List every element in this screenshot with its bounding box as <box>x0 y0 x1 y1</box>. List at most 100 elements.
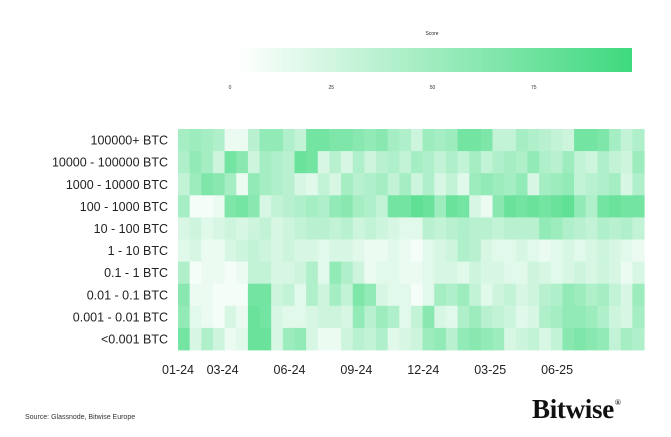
heatmap-cell <box>224 261 237 285</box>
heatmap-cell <box>224 283 237 307</box>
legend-tick-label: 0 <box>229 85 232 91</box>
heatmap-cell <box>574 305 587 329</box>
heatmap-cell <box>457 151 470 174</box>
heatmap-cell <box>224 195 237 218</box>
heatmap-cell <box>178 151 191 174</box>
heatmap-cell <box>212 305 226 329</box>
heatmap-cell <box>317 327 331 351</box>
heatmap-cell <box>620 129 633 152</box>
heatmap-cell <box>271 327 284 351</box>
heatmap-cell <box>632 261 645 285</box>
heatmap-cell <box>515 261 529 285</box>
heatmap-cell <box>597 327 610 351</box>
heatmap-cell <box>341 239 354 262</box>
heatmap-cell <box>294 195 307 218</box>
heatmap-cell <box>480 195 494 218</box>
heatmap-cell <box>609 305 622 329</box>
heatmap-cell <box>469 261 482 285</box>
heatmap-cell <box>201 217 214 240</box>
heatmap-cell <box>236 151 249 174</box>
heatmap-cell <box>329 173 342 196</box>
heatmap-cell <box>247 261 261 285</box>
heatmap-cell <box>574 195 587 218</box>
heatmap-cell <box>620 283 633 307</box>
logo-registered-mark: ® <box>614 398 621 407</box>
heatmap-cell <box>399 305 412 329</box>
row-label: 0.1 - 1 BTC <box>104 266 168 280</box>
heatmap-cell <box>387 173 400 196</box>
heatmap-cell <box>574 261 587 285</box>
heatmap-cell <box>306 327 319 351</box>
heatmap-cell <box>620 327 633 351</box>
heatmap-cell <box>341 195 354 218</box>
heatmap-cell <box>457 261 470 285</box>
heatmap-cell <box>306 173 319 196</box>
heatmap-cell <box>352 261 365 285</box>
heatmap-cell <box>201 327 214 351</box>
heatmap-cell <box>632 195 645 218</box>
heatmap-cell <box>434 283 447 307</box>
heatmap-cell <box>178 283 191 307</box>
heatmap-cell <box>317 151 331 174</box>
heatmap-cell <box>550 261 564 285</box>
heatmap-cell <box>620 261 633 285</box>
heatmap-cell <box>609 239 622 262</box>
heatmap-cell <box>411 195 424 218</box>
heatmap-cell <box>504 195 517 218</box>
heatmap-cell <box>306 239 319 262</box>
x-tick-label: 03-24 <box>207 363 239 377</box>
heatmap-cell <box>434 151 447 174</box>
heatmap-cell <box>364 305 377 329</box>
heatmap-cell <box>539 261 552 285</box>
heatmap-cell <box>387 261 400 285</box>
heatmap-cell <box>341 173 354 196</box>
heatmap-cell <box>352 217 365 240</box>
x-tick-label: 06-24 <box>274 363 306 377</box>
heatmap-cell <box>492 283 505 307</box>
heatmap-cell <box>189 129 202 152</box>
heatmap-cell <box>469 151 482 174</box>
heatmap-cell <box>574 173 587 196</box>
heatmap-cell <box>294 151 307 174</box>
heatmap-cell <box>376 151 389 174</box>
heatmap-cell <box>271 217 284 240</box>
heatmap-cell <box>515 173 529 196</box>
heatmap-cell <box>306 305 319 329</box>
heatmap-cell <box>247 151 261 174</box>
heatmap-cell <box>282 195 296 218</box>
heatmap-cell <box>562 173 575 196</box>
heatmap-cell <box>201 129 214 152</box>
heatmap-cell <box>282 217 296 240</box>
heatmap-cell <box>434 195 447 218</box>
heatmap-cell <box>445 217 459 240</box>
heatmap-cell <box>201 305 214 329</box>
heatmap-cell <box>259 283 272 307</box>
heatmap-cell <box>515 195 529 218</box>
row-label: 1 - 10 BTC <box>108 244 168 258</box>
heatmap-cell <box>434 261 447 285</box>
heatmap-cell <box>259 195 272 218</box>
heatmap-cell <box>562 195 575 218</box>
heatmap-cell <box>212 239 226 262</box>
heatmap-cell <box>585 261 598 285</box>
heatmap-cell <box>597 173 610 196</box>
heatmap-cell <box>189 195 202 218</box>
heatmap-cell <box>387 195 400 218</box>
heatmap-cell <box>492 129 505 152</box>
heatmap-cell <box>527 151 540 174</box>
heatmap-cell <box>294 239 307 262</box>
heatmap-cell <box>632 239 645 262</box>
heatmap-cell <box>317 195 331 218</box>
heatmap-cell <box>317 283 331 307</box>
heatmap-cell <box>480 239 494 262</box>
heatmap-cell <box>178 217 191 240</box>
heatmap-cell <box>224 327 237 351</box>
heatmap-cell <box>399 173 412 196</box>
heatmap-cell <box>597 305 610 329</box>
row-label: 10 - 100 BTC <box>94 222 168 236</box>
heatmap-cell <box>282 261 296 285</box>
heatmap-cell <box>387 283 400 307</box>
heatmap-cell <box>317 173 331 196</box>
heatmap-cell <box>329 195 342 218</box>
heatmap-cell <box>341 217 354 240</box>
